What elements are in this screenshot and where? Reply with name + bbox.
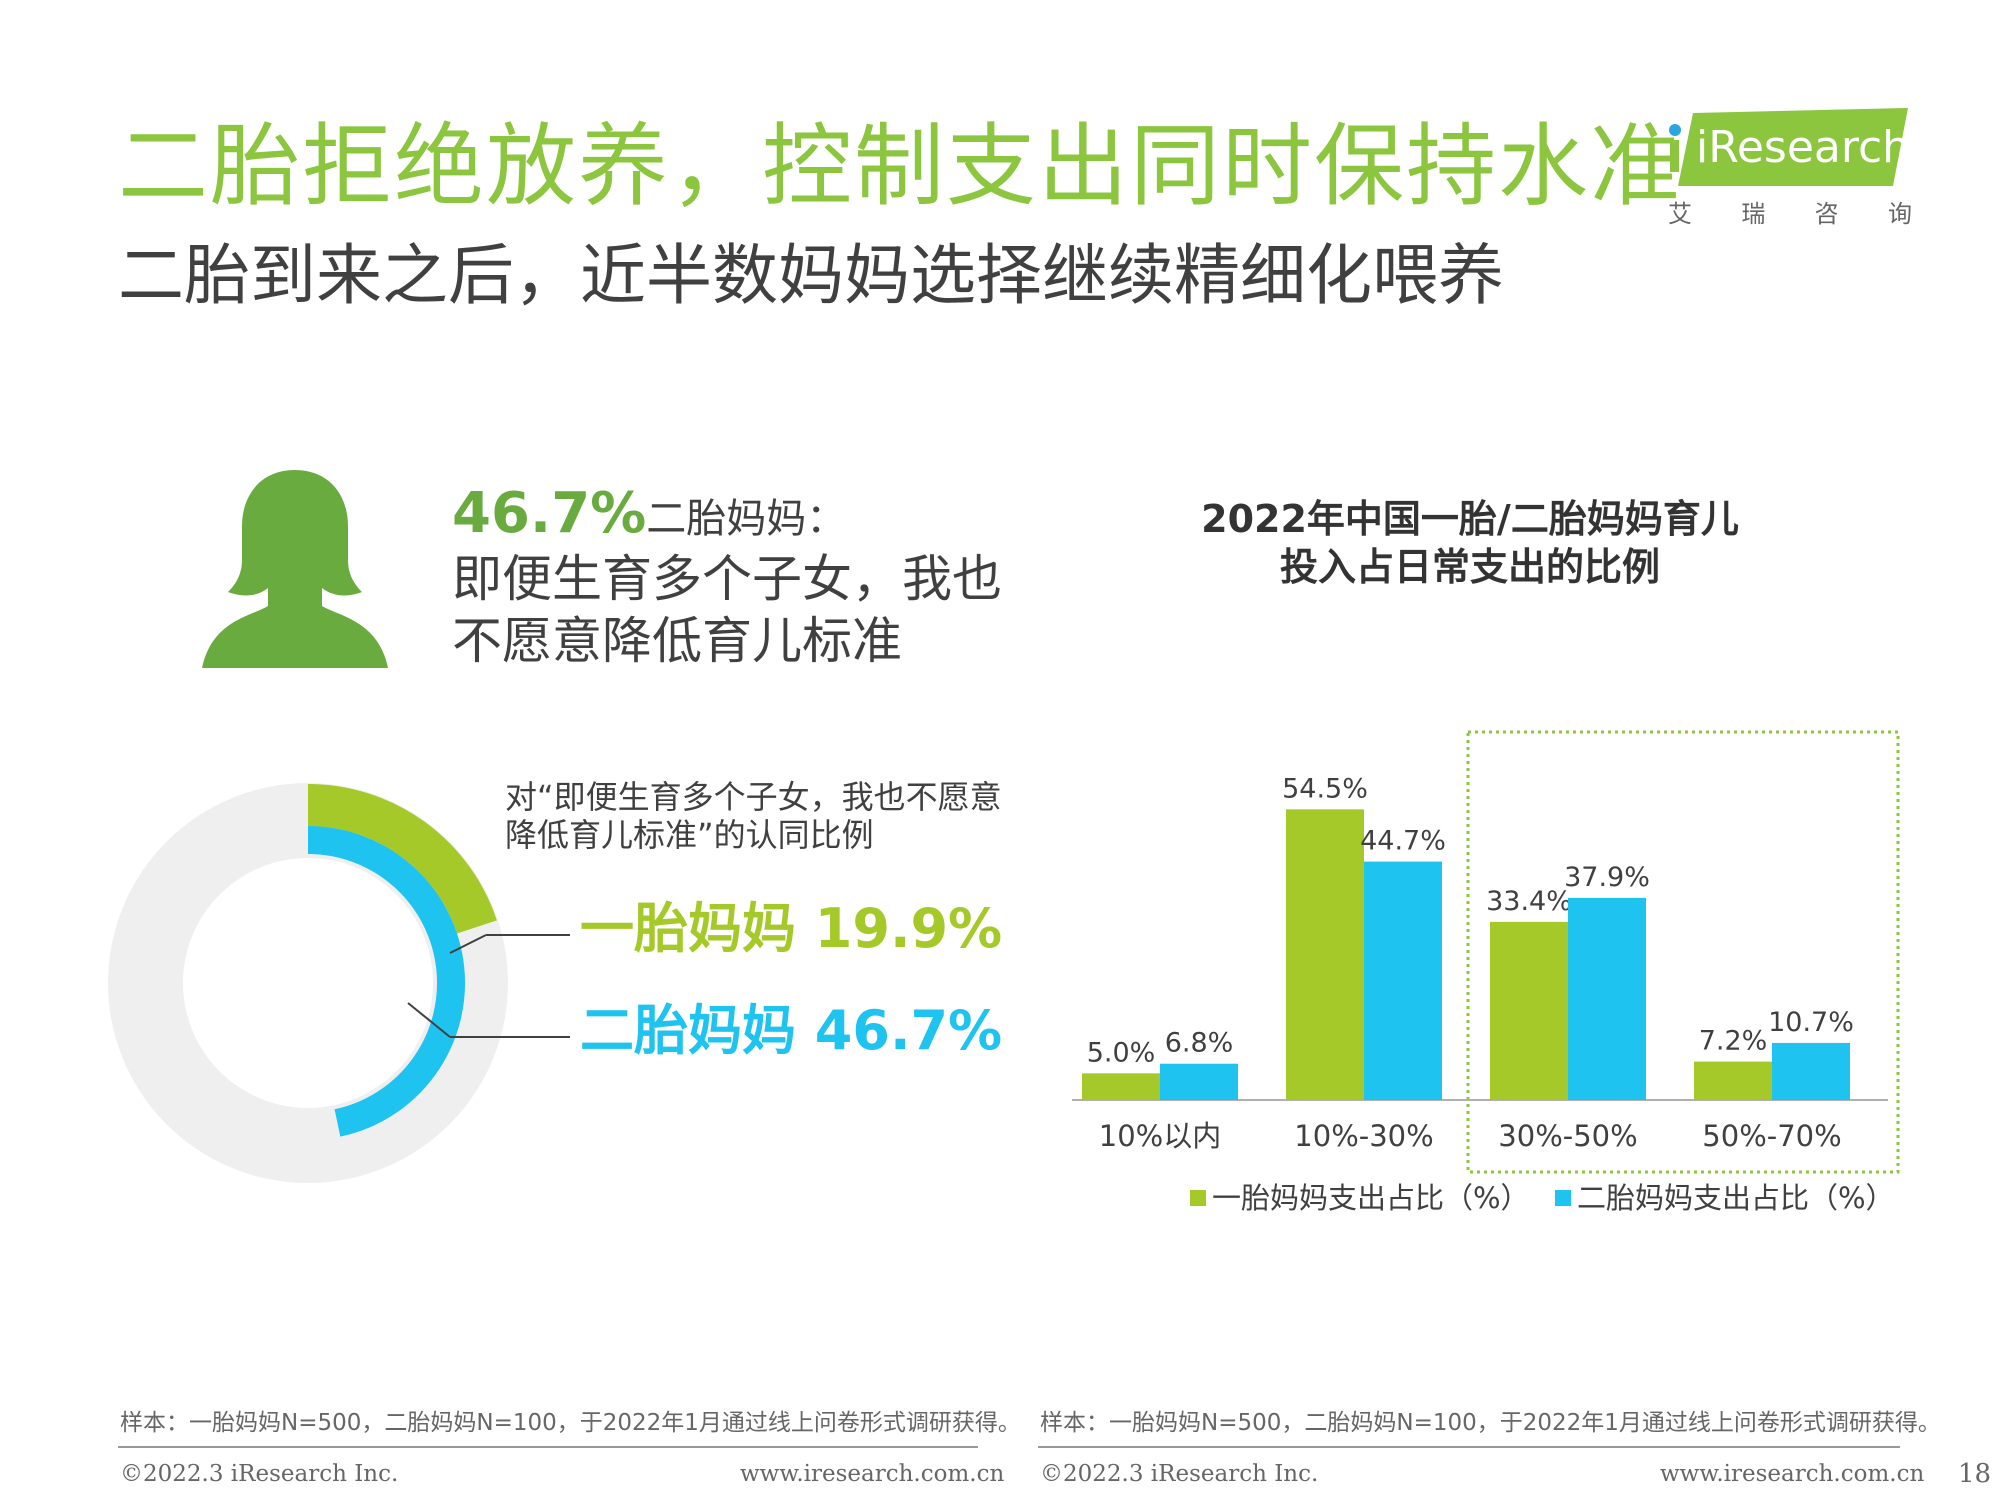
- bar: [1286, 809, 1364, 1100]
- logo-cn-char: 艾: [1668, 200, 1692, 228]
- logo-brand-text: iResearch: [1696, 122, 1911, 173]
- footer-copyright: ©2022.3 iResearch Inc.: [1040, 1461, 1319, 1487]
- legend-label: 二胎妈妈支出占比（%）: [1577, 1181, 1895, 1215]
- data-label: 10.7%: [1768, 1007, 1854, 1038]
- highlight-quote-line: 即便生育多个子女，我也: [452, 550, 1002, 608]
- footer-url[interactable]: www.iresearch.com.cn: [740, 1461, 1005, 1487]
- footer-divider: [118, 1446, 978, 1448]
- sample-note-right: 样本：一胎妈妈N=500，二胎妈妈N=100，于2022年1月通过线上问卷形式调…: [1040, 1410, 1941, 1436]
- x-tick-label: 50%-70%: [1702, 1119, 1841, 1153]
- chart-title: 2022年中国一胎/二胎妈妈育儿 投入占日常支出的比例: [1130, 495, 1810, 591]
- donut-caption-line: 降低育儿标准”的认同比例: [505, 816, 874, 854]
- x-tick-label: 10%以内: [1099, 1119, 1221, 1153]
- donut-label-first-child: 一胎妈妈 19.9%: [580, 897, 1003, 960]
- highlight-who: 二胎妈妈：: [646, 496, 847, 542]
- x-tick-label: 10%-30%: [1294, 1119, 1433, 1153]
- leader-line-first-tick: [449, 934, 487, 954]
- legend-swatch: [1190, 1190, 1206, 1206]
- chart-title-line: 投入占日常支出的比例: [1279, 545, 1660, 589]
- logo-cn-char: 询: [1887, 200, 1912, 228]
- legend-label: 一胎妈妈支出占比（%）: [1212, 1181, 1530, 1215]
- data-label: 54.5%: [1282, 773, 1368, 804]
- data-label: 7.2%: [1699, 1026, 1768, 1057]
- donut-caption-line: 对“即便生育多个子女，我也不愿意: [505, 778, 1002, 816]
- bar: [1490, 921, 1568, 1100]
- highlight-percent: 46.7%: [452, 481, 647, 546]
- logo-i-stem: [1670, 140, 1679, 172]
- logo-dot-icon: [1669, 124, 1681, 136]
- logo-cn-char: 瑞: [1741, 200, 1766, 228]
- x-tick-label: 30%-50%: [1498, 1119, 1637, 1153]
- page-number: 18: [1958, 1459, 1992, 1489]
- data-label: 37.9%: [1564, 862, 1650, 893]
- donut-label-second-child: 二胎妈妈 46.7%: [580, 999, 1003, 1062]
- bar: [1364, 861, 1442, 1100]
- chart-title-line: 2022年中国一胎/二胎妈妈育儿: [1201, 497, 1739, 541]
- page-subtitle: 二胎到来之后，近半数妈妈选择继续精细化喂养: [118, 237, 1504, 314]
- female-silhouette-icon: [202, 470, 388, 668]
- logo-cn-char: 咨: [1814, 200, 1839, 228]
- spending-bar-chart: 5.0% 6.8% 10%以内 54.5% 44.7% 10%-30% 33.4%37.9%…: [1072, 730, 1900, 1215]
- leader-line-second-tick: [407, 1002, 451, 1038]
- iresearch-logo: [1669, 108, 1908, 186]
- donut-caption: 对“即便生育多个子女，我也不愿意 降低育儿标准”的认同比例: [505, 778, 1065, 854]
- bar: [1160, 1063, 1238, 1100]
- sample-note-left: 样本：一胎妈妈N=500，二胎妈妈N=100，于2022年1月通过线上问卷形式调…: [120, 1410, 1021, 1436]
- data-label: 33.4%: [1486, 886, 1572, 917]
- logo-cn-name: 艾 瑞 咨 询: [1668, 194, 1912, 229]
- bar: [1772, 1042, 1850, 1100]
- highlight-quote-line: 不愿意降低育儿标准: [452, 612, 902, 670]
- highlight-frame: [1466, 730, 1900, 1174]
- logo-banner: [1678, 108, 1908, 186]
- data-label: 44.7%: [1360, 826, 1446, 857]
- highlight-stat: 46.7%二胎妈妈：: [452, 484, 846, 557]
- bar: [1082, 1073, 1160, 1100]
- footer-copyright: ©2022.3 iResearch Inc.: [120, 1461, 399, 1487]
- footer-divider: [1038, 1446, 1900, 1448]
- donut-hole: [183, 858, 433, 1108]
- bar: [1694, 1061, 1772, 1100]
- data-label: 6.8%: [1165, 1028, 1234, 1059]
- donut-arc-first-child: [307, 784, 497, 934]
- legend-swatch: [1555, 1190, 1571, 1206]
- bar: [1568, 897, 1646, 1100]
- data-label: 5.0%: [1087, 1037, 1156, 1068]
- footer-url[interactable]: www.iresearch.com.cn: [1660, 1461, 1925, 1487]
- page-title: 二胎拒绝放养，控制支出同时保持水准: [118, 114, 1682, 219]
- donut-arc-second-child: [307, 826, 466, 1137]
- highlight-quote: 即便生育多个子女，我也 不愿意降低育儿标准: [452, 548, 1052, 672]
- agreement-donut-chart: [108, 783, 570, 1183]
